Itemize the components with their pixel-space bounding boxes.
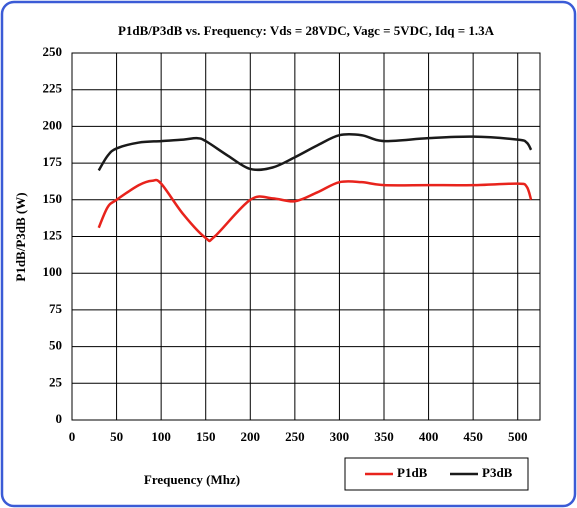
series-line <box>97 178 533 243</box>
legend-label: P3dB <box>482 465 513 480</box>
y-tick-label: 225 <box>43 81 63 96</box>
y-tick-label: 0 <box>56 411 63 426</box>
y-axis-label: P1dB/P3dB (W) <box>13 192 28 281</box>
y-tick-label: 25 <box>49 374 63 389</box>
chart-title: P1dB/P3dB vs. Frequency: Vds = 28VDC, Va… <box>118 23 495 38</box>
x-tick-label: 500 <box>508 429 528 444</box>
x-tick-label: 50 <box>110 429 123 444</box>
x-tick-label: 200 <box>241 429 261 444</box>
y-tick-label: 200 <box>43 117 63 132</box>
x-tick-label: 250 <box>285 429 305 444</box>
x-tick-label: 150 <box>196 429 216 444</box>
y-tick-label: 125 <box>43 227 63 242</box>
y-tick-label: 75 <box>49 301 63 316</box>
x-tick-label: 450 <box>463 429 483 444</box>
series-line <box>97 132 533 172</box>
legend-label: P1dB <box>397 465 428 480</box>
y-tick-label: 100 <box>43 264 63 279</box>
x-tick-label: 0 <box>69 429 76 444</box>
y-tick-label: 175 <box>43 154 63 169</box>
y-tick-label: 50 <box>49 338 62 353</box>
x-tick-label: 100 <box>151 429 171 444</box>
x-tick-label: 350 <box>374 429 394 444</box>
y-tick-label: 250 <box>43 44 63 59</box>
x-tick-label: 400 <box>419 429 439 444</box>
y-tick-label: 150 <box>43 191 63 206</box>
x-tick-label: 300 <box>330 429 350 444</box>
x-axis-label: Frequency (Mhz) <box>144 472 240 487</box>
